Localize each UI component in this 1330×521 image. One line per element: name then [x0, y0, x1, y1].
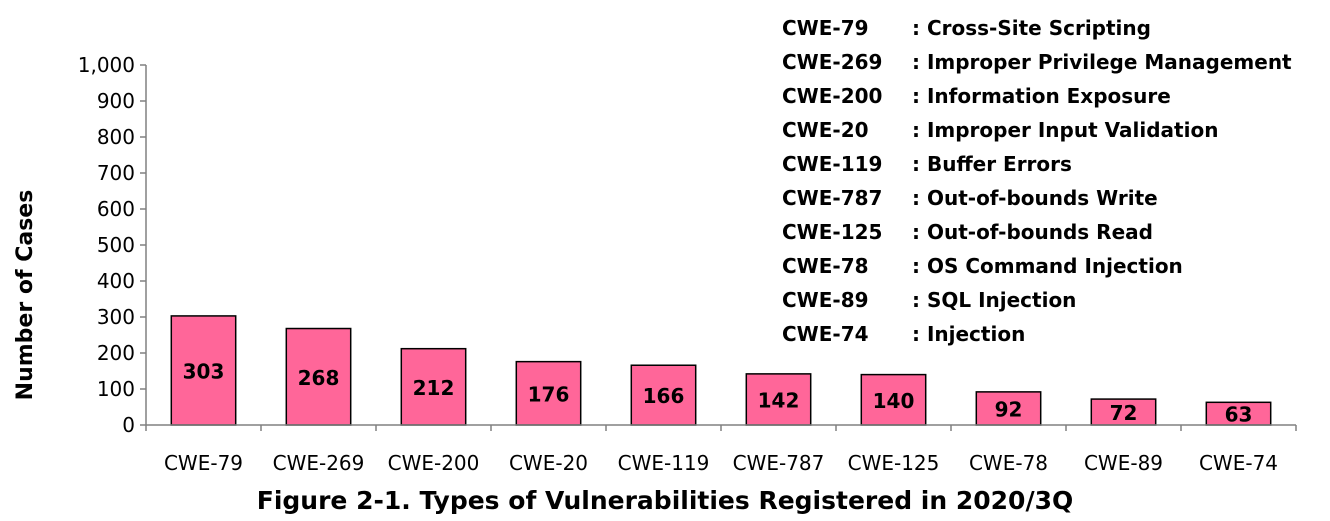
- legend-description: : Improper Privilege Management: [912, 50, 1292, 74]
- bar: [285, 327, 352, 426]
- bar-value-label: 72: [1110, 401, 1138, 425]
- bar: [170, 315, 237, 426]
- x-category-label: CWE-269: [273, 451, 365, 475]
- bar-value-label: 140: [873, 389, 915, 413]
- y-tick-label: 300: [97, 305, 135, 329]
- legend-description: : Buffer Errors: [912, 152, 1072, 176]
- x-category-label: CWE-89: [1084, 451, 1163, 475]
- x-category-label: CWE-20: [509, 451, 588, 475]
- bar-value-label: 63: [1225, 403, 1253, 427]
- legend-code: CWE-269: [782, 50, 882, 74]
- legend-code: CWE-78: [782, 254, 869, 278]
- bar-value-label: 268: [298, 366, 340, 390]
- legend-code: CWE-20: [782, 118, 869, 142]
- legend-description: : Out-of-bounds Read: [912, 220, 1153, 244]
- y-tick-label: 600: [97, 197, 135, 221]
- bar: [860, 373, 927, 426]
- legend: CWE-79 : Cross-Site Scripting CWE-269 : Imp…: [782, 16, 1292, 346]
- legend-code: CWE-119: [782, 152, 882, 176]
- chart-title: Figure 2-1. Types of Vulnerabilities Reg…: [257, 486, 1073, 515]
- x-category-label: CWE-78: [969, 451, 1048, 475]
- y-axis: 0 100 200 300 400 500 600 700 800 900 1,000: [78, 53, 147, 437]
- legend-description: : Improper Input Validation: [912, 118, 1218, 142]
- legend-description: : OS Command Injection: [912, 254, 1183, 278]
- legend-code: CWE-89: [782, 288, 869, 312]
- bar-value-label: 176: [528, 382, 570, 406]
- bar-value-label: 212: [413, 376, 455, 400]
- y-tick-label: 200: [97, 341, 135, 365]
- legend-description: : Cross-Site Scripting: [912, 16, 1151, 40]
- bar: [1090, 398, 1157, 426]
- legend-code: CWE-200: [782, 84, 882, 108]
- legend-description: : SQL Injection: [912, 288, 1076, 312]
- y-tick-label: 400: [97, 269, 135, 293]
- bars: 303 268 212 176 166 142 140 92 72 63: [170, 315, 1272, 427]
- x-category-label: CWE-200: [388, 451, 480, 475]
- y-tick-label: 0: [122, 413, 135, 437]
- x-category-label: CWE-74: [1199, 451, 1278, 475]
- bar: [515, 360, 582, 426]
- bar-value-label: 166: [643, 384, 685, 408]
- y-tick-label: 800: [97, 125, 135, 149]
- legend-description: : Injection: [912, 322, 1025, 346]
- legend-code: CWE-74: [782, 322, 869, 346]
- y-tick-label: 900: [97, 89, 135, 113]
- x-category-label: CWE-79: [164, 451, 243, 475]
- bar-value-label: 92: [995, 397, 1023, 421]
- legend-description: : Out-of-bounds Write: [912, 186, 1158, 210]
- legend-code: CWE-79: [782, 16, 869, 40]
- x-category-label: CWE-125: [848, 451, 940, 475]
- x-axis: CWE-79 CWE-269 CWE-200 CWE-20 CWE-119 CWE-787…: [145, 424, 1297, 475]
- y-tick-label: 700: [97, 161, 135, 185]
- x-category-label: CWE-787: [733, 451, 825, 475]
- bar-value-label: 303: [183, 359, 225, 383]
- legend-code: CWE-125: [782, 220, 882, 244]
- y-axis-label: Number of Cases: [13, 190, 38, 401]
- legend-description: : Information Exposure: [912, 84, 1171, 108]
- y-tick-label: 1,000: [78, 53, 135, 77]
- legend-code: CWE-787: [782, 186, 882, 210]
- bar-value-label: 142: [758, 388, 800, 412]
- y-tick-label: 100: [97, 377, 135, 401]
- x-category-label: CWE-119: [618, 451, 710, 475]
- y-tick-label: 500: [97, 233, 135, 257]
